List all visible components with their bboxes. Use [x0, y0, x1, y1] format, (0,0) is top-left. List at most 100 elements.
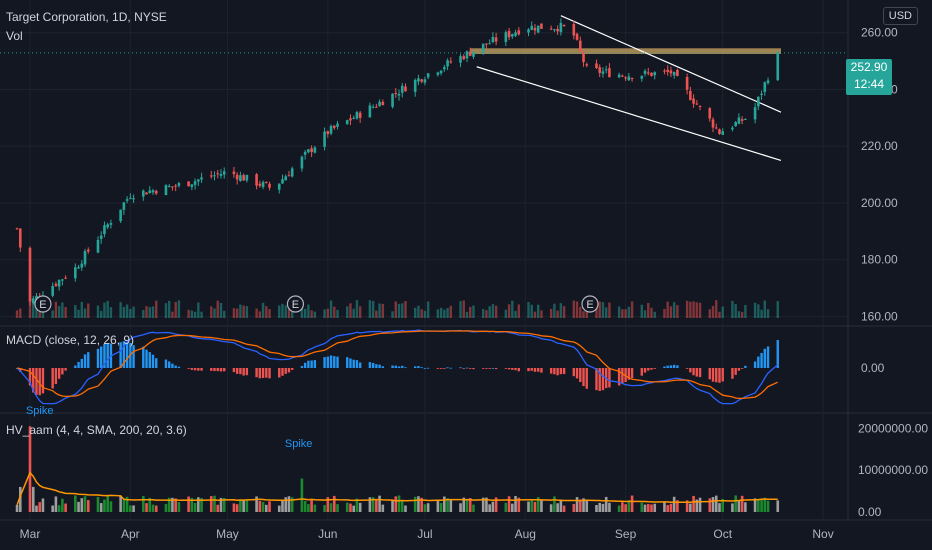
hv-bar: [222, 497, 226, 512]
macd-histogram-bar: [472, 368, 475, 370]
hv-bar: [209, 496, 213, 512]
volume-bar: [242, 305, 245, 318]
hv-bar: [349, 503, 352, 512]
volume-bar: [507, 304, 511, 318]
hv-bar: [15, 504, 19, 512]
macd-histogram-bar: [640, 368, 643, 376]
volume-bar: [368, 300, 372, 318]
volume-bar: [381, 303, 385, 318]
macd-histogram-bar: [446, 367, 449, 369]
candle-body: [174, 185, 177, 187]
candle-body: [394, 92, 398, 94]
hv-bar: [578, 499, 582, 512]
volume-bar: [718, 311, 721, 318]
candle-body: [397, 93, 401, 96]
macd-histogram-bar: [216, 368, 219, 372]
hv-tick-label: 0.00: [858, 505, 882, 519]
hv-bar: [103, 499, 106, 512]
signal-line: [16, 330, 778, 400]
macd-histogram-bar: [174, 365, 177, 368]
candle-body: [15, 228, 19, 230]
macd-histogram-bar: [381, 366, 385, 368]
candle-body: [617, 74, 621, 78]
macd-histogram-bar: [391, 365, 394, 368]
hv-bar: [776, 500, 780, 512]
hv-bar: [287, 496, 291, 512]
macd-histogram-bar: [258, 368, 262, 379]
candle-body: [417, 78, 420, 82]
macd-histogram-bar: [721, 368, 724, 382]
macd-histogram-bar: [346, 357, 349, 368]
candle-body: [737, 117, 741, 124]
hv-bar: [468, 498, 472, 512]
candle-body: [358, 112, 362, 118]
volume-bar: [627, 306, 631, 318]
volume-bar: [61, 302, 64, 318]
candle-body: [368, 105, 372, 118]
macd-histogram-bar: [284, 368, 287, 374]
channel-upper-line: [560, 15, 782, 113]
volume-bar: [711, 305, 715, 318]
candle-body: [536, 25, 540, 33]
hv-label[interactable]: HV_aam (4, 4, SMA, 200, 20, 3.6): [6, 423, 187, 437]
candle-body: [197, 179, 200, 182]
macd-histogram-bar: [132, 345, 135, 368]
hv-bar: [459, 503, 462, 512]
volume-bar: [80, 301, 83, 318]
hv-bar: [38, 502, 42, 512]
candle-body: [35, 295, 38, 300]
volume-bar: [420, 309, 423, 318]
price-tick-label: 260.00: [861, 26, 898, 40]
volume-bar: [640, 304, 643, 318]
candle-body: [277, 183, 281, 190]
volume-bar: [216, 300, 219, 318]
macd-histogram-bar: [488, 368, 491, 369]
hv-bar: [378, 495, 381, 512]
macd-histogram-bar: [559, 368, 563, 375]
candle-body: [310, 148, 313, 153]
volume-bar: [290, 309, 294, 318]
candle-body: [753, 107, 757, 120]
volume-bar: [760, 309, 763, 318]
macd-histogram-bar: [485, 368, 488, 369]
symbol-title[interactable]: Target Corporation, 1D, NYSE: [6, 10, 167, 24]
candle-body: [222, 171, 226, 175]
volume-bar: [689, 301, 692, 318]
macd-histogram-bar: [426, 367, 430, 369]
macd-histogram-bar: [672, 364, 676, 368]
hv-bar: [122, 499, 126, 512]
hv-bar: [277, 505, 281, 512]
candle-body: [731, 127, 734, 130]
volume-bar: [647, 302, 650, 318]
macd-histogram-bar: [685, 368, 689, 369]
volume-bar: [672, 302, 676, 318]
hv-bar: [462, 497, 466, 512]
hv-bar: [64, 503, 67, 512]
candle-body: [553, 29, 556, 31]
candle-body: [31, 298, 35, 304]
candle-body: [209, 175, 213, 177]
hv-bar: [177, 502, 181, 512]
volume-bar: [278, 305, 281, 318]
currency-button[interactable]: USD: [882, 7, 918, 25]
hv-bar: [553, 496, 556, 512]
macd-label[interactable]: MACD (close, 12, 26, 9): [6, 333, 135, 347]
candle-body: [164, 185, 168, 196]
hv-bar: [650, 504, 653, 512]
candle-body: [676, 69, 679, 77]
hv-bar: [51, 505, 54, 512]
hv-bar: [145, 503, 148, 512]
volume-bar: [598, 301, 601, 318]
candle-body: [281, 179, 284, 184]
candle-body: [400, 85, 404, 93]
candle-body: [96, 240, 100, 253]
candle-body: [643, 70, 647, 74]
candle-body: [122, 202, 126, 210]
volume-bar: [439, 307, 443, 318]
volume-bar: [556, 310, 559, 318]
macd-histogram-bar: [753, 361, 757, 368]
candle-body: [711, 119, 715, 128]
volume-bar: [258, 311, 262, 318]
volume-bar: [621, 309, 624, 318]
